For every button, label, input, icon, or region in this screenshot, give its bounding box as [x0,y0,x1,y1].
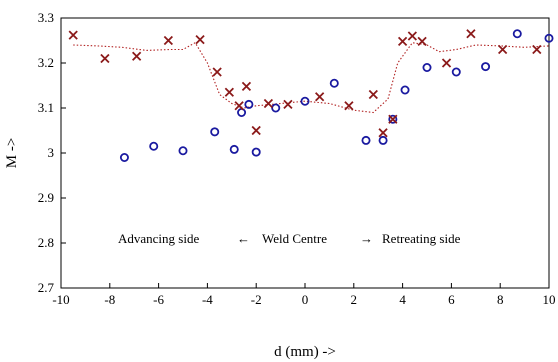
cross-point [466,29,476,39]
cross-point [212,67,222,77]
circle-point [512,29,522,39]
x-tick-label: -10 [52,292,69,307]
cross-point [315,92,325,102]
cross-point [498,44,508,55]
cross-point [368,89,378,100]
annotation-right: Retreating side [382,231,461,246]
circle-point [178,146,188,156]
cross-point [388,114,398,124]
y-tick-label: 3 [48,145,55,160]
cross-point [263,98,274,109]
x-tick-label: 4 [399,292,406,307]
y-tick-label: 2.9 [38,190,54,205]
circle-point [300,96,310,106]
x-axis-label: d (mm) -> [274,344,336,360]
x-tick-label: -6 [153,292,164,307]
cross-point [378,128,388,138]
annotation-center: Weld Centre [262,231,327,246]
circle-point [400,85,410,95]
x-tick-label: 10 [543,292,556,307]
circle-point [451,67,461,77]
cross-point [532,44,542,55]
cross-point [241,81,252,92]
cross-point [407,31,417,41]
cross-point [283,99,293,110]
cross-point [344,101,354,111]
circle-point [149,141,159,151]
circle-point [544,33,554,43]
cross-point [417,36,427,47]
circle-point [119,152,129,162]
cross-point [251,125,261,136]
circle-point [361,135,371,145]
y-axis-label: M -> [4,138,20,169]
circle-point [329,78,339,88]
cross-point [100,53,110,64]
cross-point [68,30,78,40]
x-tick-label: -8 [104,292,115,307]
circle-point [271,103,281,113]
cross-point [397,36,408,47]
annotation-left-arrow: ← [237,231,250,246]
x-axis: -10 -8 -6 -4 -2 0 2 4 6 8 10 [52,283,556,307]
cross-point [224,87,234,97]
circle-point [251,147,261,157]
x-tick-label: -2 [251,292,262,307]
y-tick-label: 2.7 [38,280,55,295]
circle-point [388,114,398,124]
y-tick-label: 3.2 [38,55,54,70]
circle-point [378,135,388,145]
circle-point [210,127,220,137]
circle-point [422,63,432,73]
annotation-right-arrow: → [360,231,373,246]
y-tick-label: 3.1 [38,100,54,115]
x-tick-label: 2 [351,292,358,307]
x-tick-label: -4 [202,292,213,307]
cross-point [195,34,205,45]
cross-point [132,51,142,61]
y-tick-label: 3.3 [38,10,54,25]
cross-point [234,101,244,111]
circle-point [244,99,254,109]
cross-point [163,35,173,46]
trend-line [73,41,550,114]
y-axis: 2.7 2.8 2.9 3 3.1 3.2 3.3 [38,10,66,295]
annotation-left: Advancing side [118,231,199,246]
x-tick-label: 0 [302,292,309,307]
data-points [68,29,554,162]
x-tick-label: 6 [448,292,455,307]
circle-point [229,144,239,154]
x-tick-label: 8 [497,292,504,307]
trend-line-path [73,41,550,114]
cross-point [441,58,452,68]
circle-point [481,62,491,72]
circle-point [237,108,247,118]
annotation: Advancing side ← Weld Centre → Retreatin… [118,231,461,246]
y-tick-label: 2.8 [38,235,54,250]
